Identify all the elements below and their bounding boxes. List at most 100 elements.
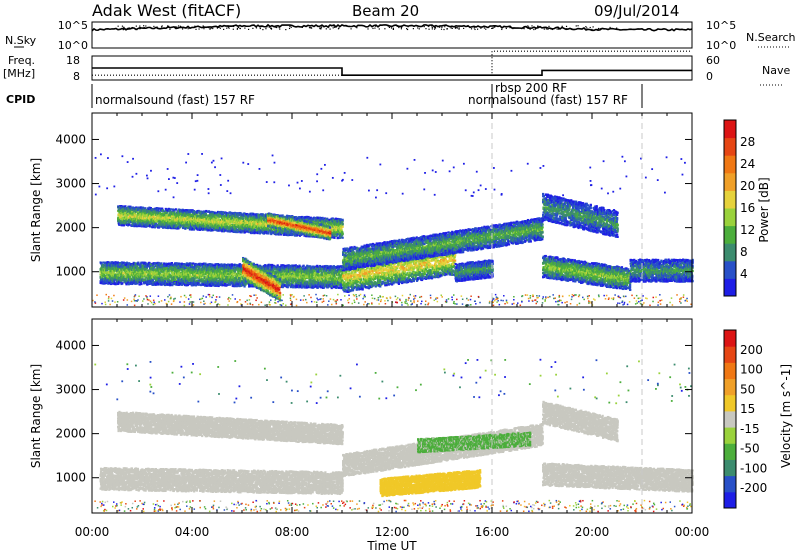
nsky-point <box>523 28 524 29</box>
nsky-point <box>248 29 249 30</box>
nsky-point <box>334 27 335 28</box>
noise-left-tick-bottom: 10^0 <box>58 39 88 52</box>
nsky-point <box>432 28 433 29</box>
noise-right-tick-bottom: 10^0 <box>706 39 736 52</box>
nsky-point <box>393 29 394 30</box>
nsky-point <box>428 29 429 30</box>
nsky-point <box>526 27 527 28</box>
nsky-point <box>425 28 426 29</box>
nsky-point <box>477 29 478 30</box>
nsky-point <box>310 27 311 28</box>
nsky-point <box>401 27 402 28</box>
nsky-point <box>175 28 176 29</box>
nsky-point <box>123 29 124 30</box>
nsky-point <box>509 27 510 28</box>
nsky-point <box>491 28 492 29</box>
nsky-point <box>535 29 536 30</box>
nsky-point <box>346 26 347 27</box>
nsky-point <box>451 27 452 28</box>
nsky-point <box>384 28 385 29</box>
nsky-point <box>181 26 182 27</box>
freq-series-line <box>92 68 692 75</box>
nsky-point <box>552 29 553 30</box>
nsky-point <box>474 29 475 30</box>
nsky-point <box>463 28 464 29</box>
nsky-point <box>586 27 587 28</box>
nsky-point <box>228 27 229 28</box>
nsky-point <box>125 28 126 29</box>
nsky-point <box>183 27 184 28</box>
nsky-point <box>375 26 376 27</box>
nsky-point <box>604 28 605 29</box>
nsky-point <box>388 26 389 27</box>
nsky-point <box>393 28 394 29</box>
nsky-point <box>434 26 435 27</box>
nsky-point <box>285 29 286 30</box>
nsky-point <box>136 26 137 27</box>
nsky-point <box>455 27 456 28</box>
nsky-point <box>432 27 433 28</box>
nsky-point <box>265 28 266 29</box>
nsky-point <box>323 25 324 26</box>
nsky-point <box>145 25 146 26</box>
nsky-point <box>139 25 140 26</box>
nsky-point <box>484 27 485 28</box>
nsky-point <box>279 27 280 28</box>
nsky-point <box>291 27 292 28</box>
nsky-point <box>331 25 332 26</box>
nsky-point <box>374 28 375 29</box>
nsky-point <box>256 26 257 27</box>
nsky-point <box>391 27 392 28</box>
nsky-point <box>437 26 438 27</box>
nsky-point <box>333 25 334 26</box>
nsky-point <box>367 28 368 29</box>
nsky-point <box>556 28 557 29</box>
nsky-point <box>260 25 261 26</box>
nsky-point <box>157 27 158 28</box>
nsky-point <box>566 28 567 29</box>
nsky-point <box>546 28 547 29</box>
nsky-point <box>262 29 263 30</box>
nsky-point <box>209 28 210 29</box>
nsky-point <box>350 28 351 29</box>
nsky-point <box>471 28 472 29</box>
nsky-point <box>558 29 559 30</box>
nsky-point <box>240 28 241 29</box>
cpid-label: CPID <box>6 93 35 106</box>
cpid-program-1: normalsound (fast) 157 RF <box>95 93 255 107</box>
nsky-point <box>182 28 183 29</box>
nsky-point <box>252 28 253 29</box>
nsky-point <box>178 25 179 26</box>
nsky-point <box>333 27 334 28</box>
nsky-point <box>485 29 486 30</box>
nsky-point <box>127 29 128 30</box>
nsky-point <box>533 29 534 30</box>
nsky-point <box>194 26 195 27</box>
nsky-point <box>512 28 513 29</box>
nsky-point <box>212 28 213 29</box>
beam-title: Beam 20 <box>352 2 419 20</box>
nsky-point <box>571 28 572 29</box>
nsky-point <box>223 29 224 30</box>
nsky-point <box>480 28 481 29</box>
nsky-point <box>203 28 204 29</box>
nsky-point <box>144 27 145 28</box>
nsky-point <box>503 26 504 27</box>
nsky-point <box>397 25 398 26</box>
freq-unit-label: [MHz] <box>3 67 35 80</box>
nsky-point <box>188 28 189 29</box>
station-title: Adak West (fitACF) <box>92 1 241 20</box>
nsky-point <box>198 28 199 29</box>
nave-label: Nave <box>762 64 790 77</box>
nsky-point <box>444 26 445 27</box>
nsky-point <box>217 27 218 28</box>
nsky-point <box>524 26 525 27</box>
nsky-point <box>423 25 424 26</box>
nsky-point <box>478 26 479 27</box>
nsky-point <box>177 28 178 29</box>
nsky-point <box>457 27 458 28</box>
nsky-point <box>562 26 563 27</box>
nsky-point <box>591 29 592 30</box>
nsky-point <box>390 26 391 27</box>
nsky-point <box>443 29 444 30</box>
